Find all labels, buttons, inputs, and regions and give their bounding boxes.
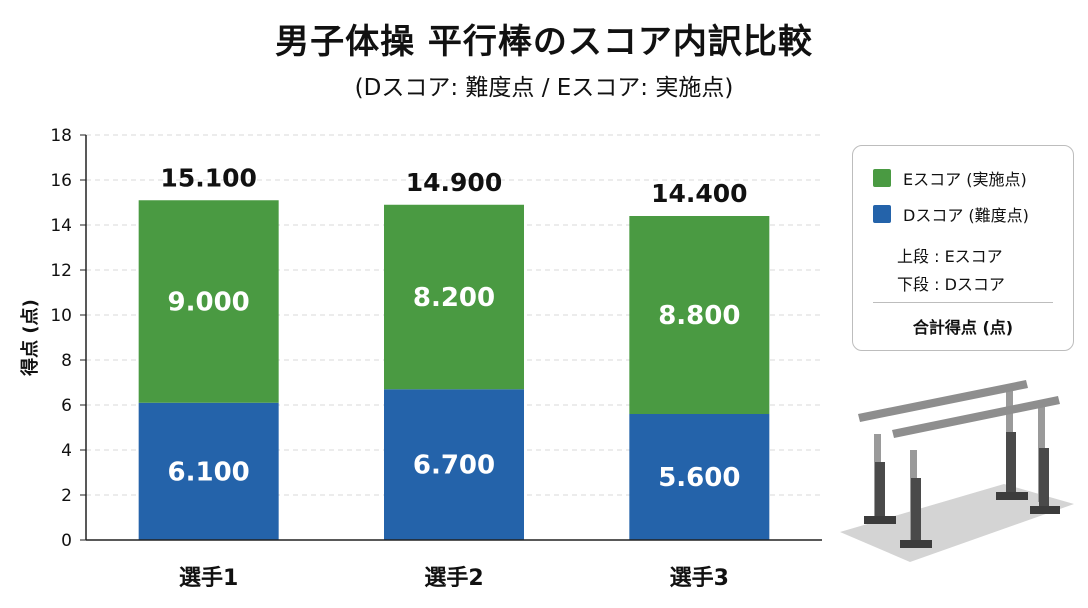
stacked-bar-chart: 0 2 4 6 8 10 12 14 16 18 得点 (点) 6.100 9.000 15.100 選手1… (19, 126, 822, 591)
bars (138, 200, 770, 540)
legend-swatch-d (873, 205, 891, 223)
data-label-d-score: 6.100 (168, 457, 250, 487)
y-tick-label: 2 (61, 486, 72, 506)
x-category-label: 選手1 (179, 566, 238, 591)
labels: 0 2 4 6 8 10 12 14 16 18 得点 (点) 6.100 9.000 15.100 選手1… (19, 126, 748, 591)
x-category-label: 選手3 (670, 566, 729, 591)
chart-title: 男子体操 平行棒のスコア内訳比較 (275, 22, 813, 62)
axes (80, 134, 822, 541)
total-label: 14.400 (651, 179, 747, 208)
total-label: 15.100 (160, 163, 256, 192)
legend-note-upper: 上段 : Eスコア (897, 247, 1003, 266)
x-category-label: 選手2 (424, 566, 483, 591)
y-tick-label: 8 (61, 351, 72, 371)
y-tick-label: 16 (50, 171, 72, 191)
legend-divider (873, 302, 1053, 303)
data-label-d-score: 5.600 (658, 463, 740, 493)
y-tick-label: 6 (61, 396, 72, 416)
legend-swatch-e (873, 169, 891, 187)
total-label: 14.900 (406, 168, 502, 197)
y-tick-label: 14 (50, 216, 72, 236)
legend-box: Eスコア (実施点) Dスコア (難度点) 上段 : Eスコア 下段 : Dスコ… (852, 145, 1074, 351)
y-tick-label: 12 (50, 261, 72, 281)
legend-label-d: Dスコア (難度点) (903, 206, 1029, 225)
bar-d-score (138, 402, 279, 540)
bar-e-score (629, 216, 770, 414)
data-label-e-score: 8.800 (658, 301, 740, 331)
y-tick-label: 4 (61, 441, 72, 461)
chart-subtitle: (Dスコア: 難度点 / Eスコア: 実施点) (354, 75, 734, 101)
bar-e-score (138, 200, 279, 403)
y-axis-label: 得点 (点) (19, 299, 41, 377)
legend-label-e: Eスコア (実施点) (903, 170, 1027, 189)
y-tick-label: 10 (50, 306, 72, 326)
legend-item-e: Eスコア (実施点) (873, 166, 1027, 190)
y-tick-label: 0 (61, 531, 72, 551)
parallel-bars-icon (840, 380, 1074, 562)
bar-d-score (629, 414, 770, 540)
data-label-d-score: 6.700 (413, 451, 495, 481)
legend-note-lower: 下段 : Dスコア (897, 275, 1005, 294)
legend-total-label: 合計得点 (点) (912, 318, 1014, 337)
data-label-e-score: 9.000 (168, 288, 250, 318)
data-label-e-score: 8.200 (413, 283, 495, 313)
y-tick-label: 18 (50, 126, 72, 146)
bar-e-score (384, 204, 524, 390)
bar-d-score (384, 389, 524, 540)
legend-item-d: Dスコア (難度点) (873, 202, 1029, 226)
